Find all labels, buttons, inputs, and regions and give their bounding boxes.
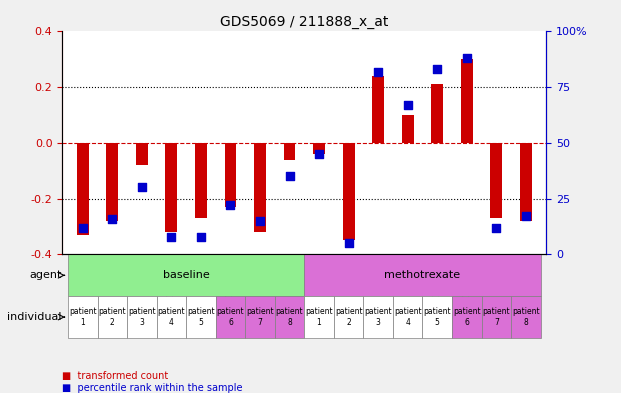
FancyBboxPatch shape [186, 296, 215, 338]
Text: patient
4: patient 4 [158, 307, 185, 327]
Text: ■  percentile rank within the sample: ■ percentile rank within the sample [62, 383, 243, 393]
Bar [136, 143, 148, 165]
Text: patient
7: patient 7 [246, 307, 274, 327]
Text: patient
4: patient 4 [394, 307, 422, 327]
FancyBboxPatch shape [304, 296, 334, 338]
FancyBboxPatch shape [156, 296, 186, 338]
Bar [165, 143, 177, 232]
Text: individual: individual [7, 312, 61, 322]
Text: patient
3: patient 3 [365, 307, 392, 327]
Bar [372, 76, 384, 143]
Bar [520, 143, 532, 221]
Text: patient
5: patient 5 [424, 307, 451, 327]
Point [521, 213, 531, 220]
Point [196, 233, 206, 240]
Title: GDS5069 / 211888_x_at: GDS5069 / 211888_x_at [220, 15, 389, 29]
Point [107, 216, 117, 222]
Text: patient
6: patient 6 [217, 307, 244, 327]
Text: patient
1: patient 1 [69, 307, 97, 327]
Point [402, 102, 412, 108]
Bar [432, 84, 443, 143]
Text: patient
6: patient 6 [453, 307, 481, 327]
Bar [195, 143, 207, 218]
FancyBboxPatch shape [481, 296, 511, 338]
Bar [254, 143, 266, 232]
Point [343, 240, 353, 246]
Text: baseline: baseline [163, 270, 209, 280]
FancyBboxPatch shape [363, 296, 393, 338]
Bar [77, 143, 89, 235]
Text: patient
2: patient 2 [99, 307, 126, 327]
Text: patient
1: patient 1 [306, 307, 333, 327]
Point [166, 233, 176, 240]
Text: ■  transformed count: ■ transformed count [62, 371, 168, 381]
Point [432, 66, 442, 72]
FancyBboxPatch shape [452, 296, 481, 338]
Point [491, 224, 501, 231]
FancyBboxPatch shape [215, 296, 245, 338]
FancyBboxPatch shape [68, 254, 304, 296]
Point [137, 184, 147, 191]
Bar [225, 143, 237, 207]
FancyBboxPatch shape [393, 296, 422, 338]
Bar [106, 143, 118, 221]
Bar [284, 143, 296, 160]
FancyBboxPatch shape [422, 296, 452, 338]
FancyBboxPatch shape [127, 296, 156, 338]
Point [462, 55, 472, 61]
Point [314, 151, 324, 157]
Point [284, 173, 294, 180]
FancyBboxPatch shape [68, 296, 97, 338]
Bar [461, 59, 473, 143]
Point [373, 68, 383, 75]
Bar [402, 115, 414, 143]
Text: patient
8: patient 8 [276, 307, 303, 327]
FancyBboxPatch shape [511, 296, 540, 338]
Text: agent: agent [29, 270, 61, 280]
Text: patient
7: patient 7 [483, 307, 510, 327]
Bar [313, 143, 325, 154]
Bar [491, 143, 502, 218]
FancyBboxPatch shape [274, 296, 304, 338]
FancyBboxPatch shape [304, 254, 540, 296]
FancyBboxPatch shape [334, 296, 363, 338]
Text: patient
8: patient 8 [512, 307, 540, 327]
Point [78, 224, 88, 231]
Text: patient
2: patient 2 [335, 307, 363, 327]
Text: patient
3: patient 3 [128, 307, 156, 327]
Point [255, 218, 265, 224]
Text: patient
5: patient 5 [187, 307, 215, 327]
FancyBboxPatch shape [245, 296, 274, 338]
Text: methotrexate: methotrexate [384, 270, 461, 280]
Point [225, 202, 235, 208]
FancyBboxPatch shape [97, 296, 127, 338]
Bar [343, 143, 355, 241]
